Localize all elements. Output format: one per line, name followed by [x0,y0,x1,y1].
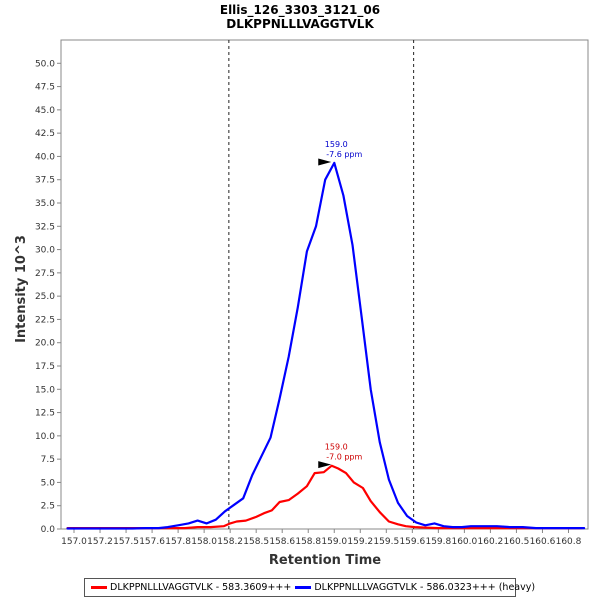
y-tick-label: 22.5 [35,315,55,325]
x-tick-label: 159.5 [373,537,399,547]
x-tick-label: 157.0 [61,537,87,547]
x-axis: 157.0 157.2 157.5 157.6 157.8 158.0 158.2 158.5… [61,529,582,547]
x-tick-label: 157.6 [139,537,165,547]
y-tick-label: 35.0 [35,199,55,209]
y-tick-label: 25.0 [35,292,55,302]
y-axis: 0.0 2.5 5.0 7.5 10.0 12.5 15.0 17.5 20.0 22.5 25.0… [35,59,61,535]
y-tick-label: 32.5 [35,222,55,232]
y-tick-label: 27.5 [35,269,55,279]
y-tick-label: 2.5 [41,502,55,512]
x-tick-label: 159.6 [399,537,425,547]
y-tick-label: 5.0 [41,478,56,488]
y-tick-label: 40.0 [35,152,55,162]
y-tick-label: 7.5 [41,455,55,465]
x-tick-label: 160.0 [451,537,477,547]
legend-label-heavy: DLKPPNLLLVAGGTVLK - 586.0323+++ (heavy) [314,582,536,593]
y-tick-label: 15.0 [35,385,55,395]
x-tick-label: 160.5 [504,537,530,547]
peak-marker-arrow [318,461,332,469]
x-axis-label: Retention Time [269,553,381,568]
x-tick-label: 158.5 [243,537,269,547]
peak-rt-label: 159.0 [325,443,348,452]
chart-subtitle: DLKPPNLLLVAGGTVLK [226,17,374,31]
x-tick-label: 159.2 [347,537,373,547]
x-tick-label: 159.0 [321,537,347,547]
x-tick-label: 157.8 [165,537,191,547]
series-line-heavy [66,161,586,530]
y-tick-label: 12.5 [35,409,55,419]
x-tick-label: 160.2 [478,537,504,547]
chart-title: Ellis_126_3303_3121_06 [219,3,381,17]
y-axis-label: Intensity 10^3 [14,235,29,343]
x-tick-label: 158.8 [295,537,321,547]
x-tick-label: 158.6 [269,537,295,547]
x-tick-label: 159.8 [425,537,451,547]
x-tick-label: 160.6 [530,537,556,547]
legend-swatch-red [91,586,107,589]
peak-rt-label: 159.0 [325,140,348,149]
y-tick-label: 10.0 [35,432,55,442]
peak-ppm-label: -7.0 ppm [326,453,362,462]
x-tick-label: 158.2 [217,537,243,547]
series-layer [66,161,586,530]
x-tick-label: 160.8 [556,537,582,547]
legend-swatch-blue [295,586,312,589]
y-tick-label: 42.5 [35,129,55,139]
peak-ppm-label: -7.6 ppm [326,150,362,159]
y-tick-label: 30.0 [35,246,55,256]
x-tick-label: 157.2 [87,537,113,547]
series-line-light [66,464,583,530]
y-tick-label: 17.5 [35,362,55,372]
plot-area [60,39,589,530]
x-tick-label: 158.0 [191,537,217,547]
legend-label-light: DLKPPNLLLVAGGTVLK - 583.3609+++ [110,582,292,593]
legend-item-light: DLKPPNLLLVAGGTVLK - 583.3609+++ [91,582,291,593]
y-tick-label: 20.0 [35,339,55,349]
y-tick-label: 50.0 [35,59,55,69]
legend-item-heavy: DLKPPNLLLVAGGTVLK - 586.0323+++ (heavy) [295,582,535,593]
peak-marker-arrow [318,158,332,166]
y-tick-label: 47.5 [35,83,55,93]
x-tick-label: 157.5 [113,537,139,547]
legend: DLKPPNLLLVAGGTVLK - 583.3609+++ DLKPPNLL… [84,578,535,597]
y-tick-label: 0.0 [41,525,56,535]
y-tick-label: 37.5 [35,176,55,186]
y-tick-label: 45.0 [35,106,55,116]
